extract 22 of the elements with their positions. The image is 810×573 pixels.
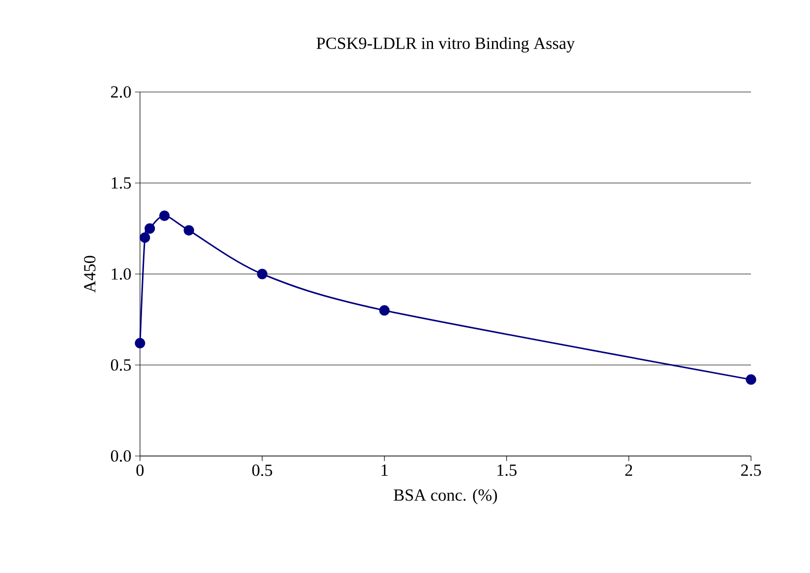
point (379, 305, 390, 316)
x-tick-label: 0 (136, 464, 144, 476)
point (746, 374, 756, 385)
point (140, 232, 150, 243)
point (159, 210, 170, 222)
y-tick-label: 2.0 (111, 86, 131, 98)
y-axis-title: A450 (84, 256, 96, 293)
chart-title: PCSK9-LDLR in vitro Binding Assay (316, 37, 575, 52)
y-tick-label: 0.5 (110, 359, 131, 371)
y-tick-label: 1.0 (112, 268, 131, 280)
x-axis-title: BSA conc. (%) (394, 488, 497, 504)
point (256, 268, 268, 280)
y-tick-label: 0.0 (110, 450, 131, 462)
point (134, 338, 146, 348)
x-tick-label: 1 (382, 464, 388, 476)
x-tick-label: 1.5 (498, 464, 517, 476)
x-tick-label: 0.5 (252, 464, 272, 476)
x-tick-label: 2.5 (741, 464, 761, 476)
point (184, 225, 194, 236)
point (144, 223, 156, 234)
y-tick-label: 1.5 (112, 177, 131, 189)
x-tick-label: 2 (625, 464, 632, 476)
